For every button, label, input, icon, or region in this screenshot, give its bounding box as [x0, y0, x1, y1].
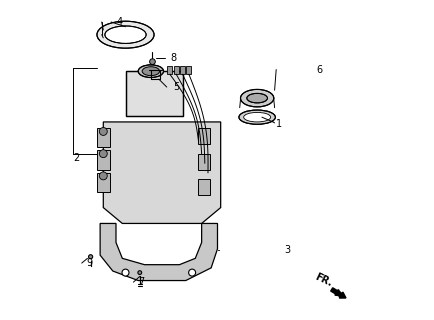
Ellipse shape [246, 93, 267, 103]
Ellipse shape [149, 59, 155, 65]
Text: 5: 5 [173, 82, 179, 92]
Bar [198, 128, 209, 144]
Ellipse shape [105, 26, 146, 44]
Ellipse shape [188, 269, 195, 276]
Ellipse shape [99, 127, 107, 135]
Text: 2: 2 [73, 153, 79, 164]
Text: 7: 7 [138, 277, 144, 287]
Ellipse shape [138, 271, 141, 275]
Text: 4: 4 [116, 17, 122, 27]
Bar [173, 67, 178, 74]
Ellipse shape [240, 89, 273, 107]
Ellipse shape [142, 67, 159, 76]
Bar [97, 128, 109, 147]
Bar [186, 67, 191, 74]
Bar [198, 179, 209, 195]
Bar [97, 173, 109, 192]
Bar [167, 67, 172, 74]
Ellipse shape [97, 21, 154, 48]
Text: 6: 6 [315, 65, 321, 75]
Text: 1: 1 [276, 118, 282, 129]
Ellipse shape [122, 269, 129, 276]
Ellipse shape [89, 255, 92, 259]
FancyArrow shape [330, 288, 345, 298]
Ellipse shape [243, 112, 270, 122]
Text: FR.: FR. [313, 272, 333, 289]
Ellipse shape [99, 172, 107, 180]
Polygon shape [100, 223, 217, 281]
Ellipse shape [138, 65, 163, 77]
Ellipse shape [99, 150, 107, 158]
Text: 9: 9 [86, 258, 92, 268]
Bar [125, 71, 182, 116]
Polygon shape [103, 122, 220, 223]
Text: 8: 8 [170, 53, 176, 63]
Text: 3: 3 [283, 245, 289, 255]
Bar [198, 154, 209, 170]
Bar [97, 150, 109, 170]
Bar [125, 71, 182, 116]
Bar [180, 67, 185, 74]
Ellipse shape [238, 110, 275, 124]
